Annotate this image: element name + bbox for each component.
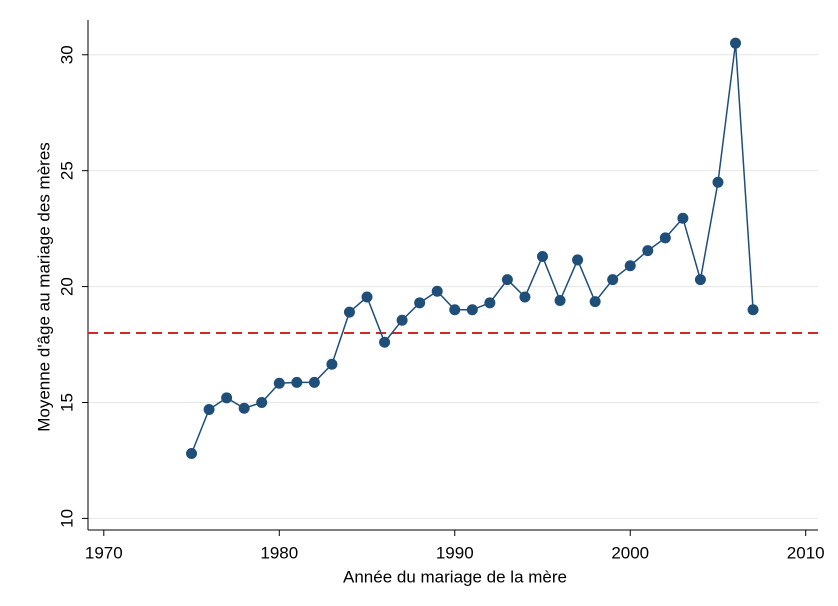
series-line <box>190 43 754 454</box>
point <box>694 274 706 286</box>
y-tick-label: 15 <box>57 393 76 412</box>
point <box>519 291 531 303</box>
point <box>291 376 303 388</box>
point <box>186 448 198 459</box>
point <box>554 295 566 306</box>
x-tick-label: 2000 <box>611 543 649 562</box>
point <box>203 403 215 415</box>
point <box>431 285 443 297</box>
point <box>501 274 513 286</box>
point <box>607 274 619 286</box>
point <box>308 376 320 388</box>
point <box>256 397 268 408</box>
y-tick-label: 30 <box>57 45 76 64</box>
point <box>396 314 408 326</box>
point <box>484 297 496 309</box>
y-tick-label: 20 <box>57 277 76 296</box>
point <box>712 176 724 188</box>
x-axis-label: Année du mariage de la mère <box>343 567 567 586</box>
point <box>221 392 233 404</box>
point <box>624 260 636 272</box>
point <box>238 402 250 414</box>
point <box>326 358 338 370</box>
point <box>642 245 654 257</box>
x-tick-label: 1970 <box>85 543 123 562</box>
point <box>589 296 601 308</box>
y-axis-label: Moyenne d'âge au mariage des mères <box>34 142 53 432</box>
point <box>343 306 355 318</box>
x-tick-label: 2010 <box>787 543 825 562</box>
point <box>466 304 478 316</box>
point <box>379 336 391 348</box>
point <box>677 212 689 224</box>
y-tick-label: 25 <box>57 161 76 180</box>
point <box>747 304 759 316</box>
y-tick-label: 10 <box>57 509 76 528</box>
point <box>414 297 426 309</box>
point <box>659 232 671 244</box>
x-tick-label: 1990 <box>436 543 474 562</box>
x-tick-label: 1980 <box>260 543 298 562</box>
point <box>730 37 742 49</box>
point <box>273 377 285 389</box>
point <box>449 304 461 316</box>
point <box>572 254 584 266</box>
point <box>361 291 373 303</box>
point <box>536 250 548 262</box>
